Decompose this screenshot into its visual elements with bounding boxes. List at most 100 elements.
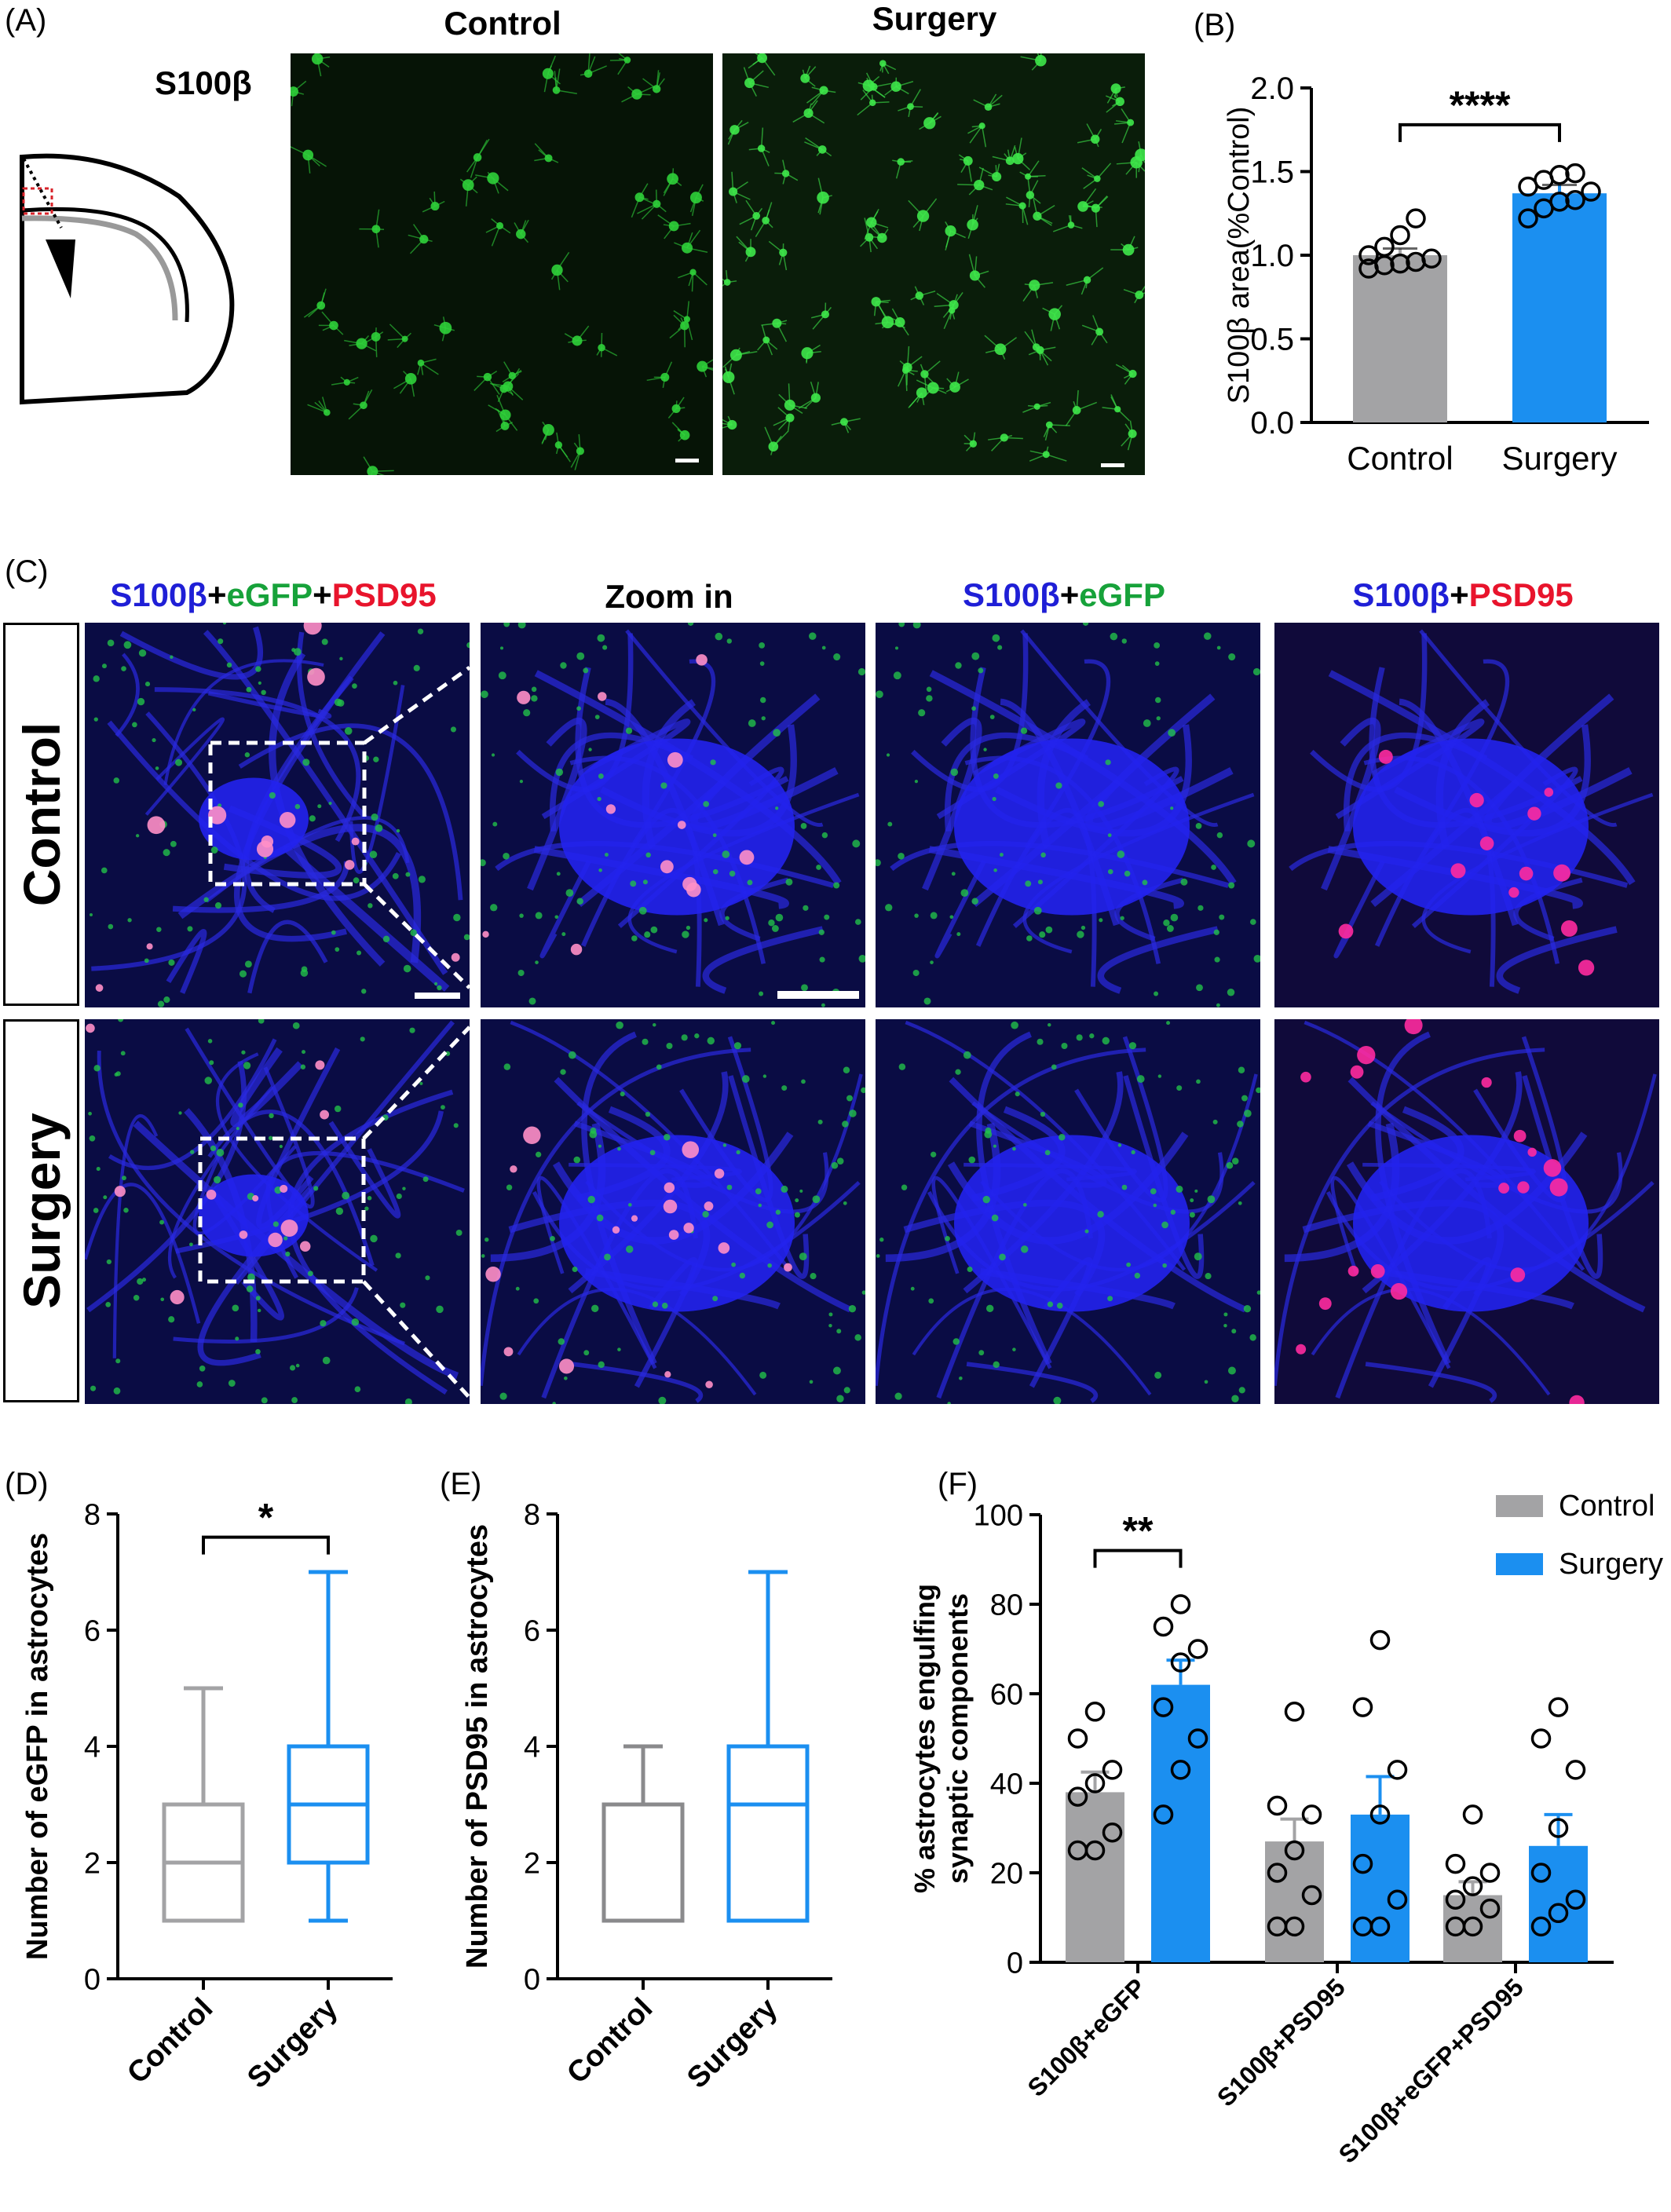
psd95-puncta bbox=[705, 1380, 713, 1389]
egfp-puncta bbox=[686, 925, 691, 931]
egfp-puncta bbox=[354, 1386, 361, 1393]
cell-soma bbox=[671, 404, 681, 413]
egfp-puncta bbox=[373, 756, 379, 762]
egfp-puncta bbox=[951, 872, 956, 876]
egfp-puncta bbox=[163, 996, 170, 1004]
egfp-puncta bbox=[887, 821, 893, 827]
egfp-puncta bbox=[794, 1212, 800, 1218]
egfp-puncta bbox=[617, 1146, 621, 1151]
psd95-puncta bbox=[95, 984, 104, 992]
title-egfp: eGFP bbox=[1079, 576, 1165, 613]
egfp-puncta bbox=[369, 850, 378, 859]
col-title-surgery: Surgery bbox=[872, 0, 997, 37]
astrocyte-process bbox=[1274, 1048, 1545, 1387]
egfp-puncta bbox=[759, 697, 766, 704]
psd95-puncta bbox=[1519, 866, 1534, 881]
psd95-puncta bbox=[739, 850, 755, 865]
psd95-puncta bbox=[1560, 920, 1578, 937]
cell-soma bbox=[367, 466, 378, 475]
cell-soma bbox=[1127, 119, 1135, 126]
marker-label-s100b: S100β bbox=[155, 64, 252, 101]
astrocyte-process bbox=[91, 711, 247, 971]
data-point bbox=[1479, 1863, 1501, 1883]
cell-process bbox=[1096, 163, 1112, 180]
cell-soma bbox=[311, 53, 324, 65]
micrograph-surgery-s100b bbox=[722, 53, 1145, 475]
astrocyte-process bbox=[966, 1362, 1099, 1403]
egfp-puncta bbox=[317, 804, 322, 809]
egfp-puncta bbox=[235, 1336, 239, 1341]
egfp-puncta bbox=[554, 915, 559, 920]
data-point bbox=[1284, 1840, 1305, 1861]
egfp-puncta bbox=[858, 954, 865, 963]
astrocyte-process bbox=[702, 926, 824, 994]
egfp-puncta bbox=[189, 1242, 193, 1247]
y-tick-label: 1.0 bbox=[1250, 239, 1294, 273]
y-tick-label: 2 bbox=[524, 1847, 540, 1880]
egfp-puncta bbox=[1126, 1262, 1132, 1267]
egfp-puncta bbox=[187, 926, 193, 932]
egfp-puncta bbox=[93, 717, 98, 722]
egfp-puncta bbox=[552, 1402, 556, 1404]
row-label-text: Surgery bbox=[12, 1113, 71, 1309]
astrocyte-process bbox=[1321, 718, 1381, 891]
astrocyte-process bbox=[1522, 1075, 1603, 1279]
egfp-puncta bbox=[135, 834, 140, 838]
egfp-puncta bbox=[1256, 1290, 1260, 1295]
cell-soma bbox=[1026, 191, 1035, 199]
data-point bbox=[1530, 1863, 1552, 1883]
egfp-puncta bbox=[898, 852, 905, 860]
egfp-puncta bbox=[591, 1304, 599, 1313]
egfp-puncta bbox=[1026, 935, 1033, 941]
cell-soma bbox=[1035, 54, 1047, 67]
egfp-puncta bbox=[1247, 839, 1256, 848]
egfp-puncta bbox=[739, 1272, 746, 1279]
egfp-puncta bbox=[644, 931, 651, 938]
egfp-puncta bbox=[1128, 1042, 1137, 1050]
egfp-puncta bbox=[638, 906, 647, 915]
egfp-puncta bbox=[773, 729, 781, 737]
egfp-puncta bbox=[748, 719, 756, 727]
egfp-puncta bbox=[1237, 1121, 1244, 1128]
astrocyte-process bbox=[481, 1048, 751, 1387]
egfp-puncta bbox=[652, 1022, 656, 1027]
egfp-puncta bbox=[232, 1304, 239, 1312]
cell-soma bbox=[697, 360, 708, 372]
cell-soma bbox=[404, 373, 417, 385]
egfp-puncta bbox=[1166, 925, 1174, 932]
egfp-puncta bbox=[1204, 1380, 1208, 1384]
egfp-puncta bbox=[163, 849, 170, 857]
egfp-puncta bbox=[801, 984, 808, 992]
significance-label: ** bbox=[1123, 1509, 1154, 1553]
egfp-puncta bbox=[268, 1135, 273, 1141]
x-tick-label: S100β+eGFP+PSD95 bbox=[1333, 1973, 1529, 2168]
psd95-puncta bbox=[714, 1168, 725, 1179]
egfp-puncta bbox=[1241, 1095, 1248, 1102]
data-point bbox=[1374, 236, 1395, 258]
egfp-puncta bbox=[114, 1073, 119, 1077]
cell-soma bbox=[419, 235, 429, 244]
psd95-puncta bbox=[344, 860, 355, 870]
scale-bar bbox=[1101, 463, 1124, 467]
egfp-puncta bbox=[289, 1365, 296, 1371]
egfp-puncta bbox=[854, 1334, 861, 1341]
egfp-puncta bbox=[842, 1121, 849, 1128]
cell-soma bbox=[552, 86, 561, 94]
cell-soma bbox=[945, 225, 956, 237]
data-point bbox=[1462, 1916, 1483, 1937]
egfp-puncta bbox=[722, 1143, 727, 1147]
egfp-puncta bbox=[583, 1350, 590, 1356]
egfp-puncta bbox=[433, 982, 438, 985]
egfp-puncta bbox=[645, 852, 651, 858]
egfp-puncta bbox=[930, 960, 934, 964]
cell-soma bbox=[291, 86, 298, 97]
title-egfp: eGFP bbox=[226, 576, 313, 613]
egfp-puncta bbox=[503, 623, 510, 627]
y-tick-label: 8 bbox=[524, 1498, 540, 1531]
egfp-puncta bbox=[759, 642, 766, 649]
egfp-puncta bbox=[1076, 1034, 1083, 1041]
egfp-puncta bbox=[1212, 1119, 1218, 1124]
cell-soma bbox=[652, 85, 661, 93]
cell-soma bbox=[757, 144, 766, 152]
egfp-puncta bbox=[1163, 920, 1170, 927]
